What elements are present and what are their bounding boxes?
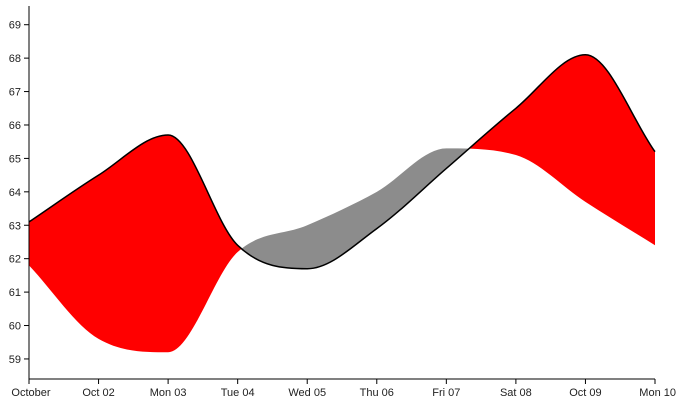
x-tick-label: Thu 06 xyxy=(360,387,394,399)
y-tick-label: 67 xyxy=(9,87,21,99)
x-tick-label: Tue 04 xyxy=(221,387,255,399)
x-axis: October Oct 02 Mon 03 Tue 04 Wed 05 Thu 06 Fri… xyxy=(11,378,676,399)
area-first-above-second xyxy=(29,54,655,353)
x-tick-label: October xyxy=(11,387,50,399)
x-tick-label: Wed 05 xyxy=(288,387,326,399)
series-line xyxy=(28,54,656,270)
x-tick-label: Mon 10 xyxy=(639,387,676,399)
y-tick-label: 62 xyxy=(9,254,21,266)
x-tick-label: Mon 03 xyxy=(150,387,187,399)
x-tick-label: Fri 07 xyxy=(432,387,460,399)
y-tick-label: 69 xyxy=(9,20,21,32)
y-tick-label: 66 xyxy=(9,120,21,132)
y-axis: 59 60 61 62 63 64 65 66 67 68 69 xyxy=(9,6,30,379)
x-tick-label: Oct 09 xyxy=(569,387,601,399)
y-tick-label: 63 xyxy=(9,220,21,232)
y-tick-label: 61 xyxy=(9,287,21,299)
x-tick-label: Oct 02 xyxy=(82,387,114,399)
y-tick-label: 59 xyxy=(9,354,21,366)
y-tick-label: 60 xyxy=(9,321,21,333)
y-tick-label: 64 xyxy=(9,187,21,199)
y-tick-label: 65 xyxy=(9,153,21,165)
x-tick-label: Sat 08 xyxy=(500,387,532,399)
y-tick-label: 68 xyxy=(9,53,21,65)
